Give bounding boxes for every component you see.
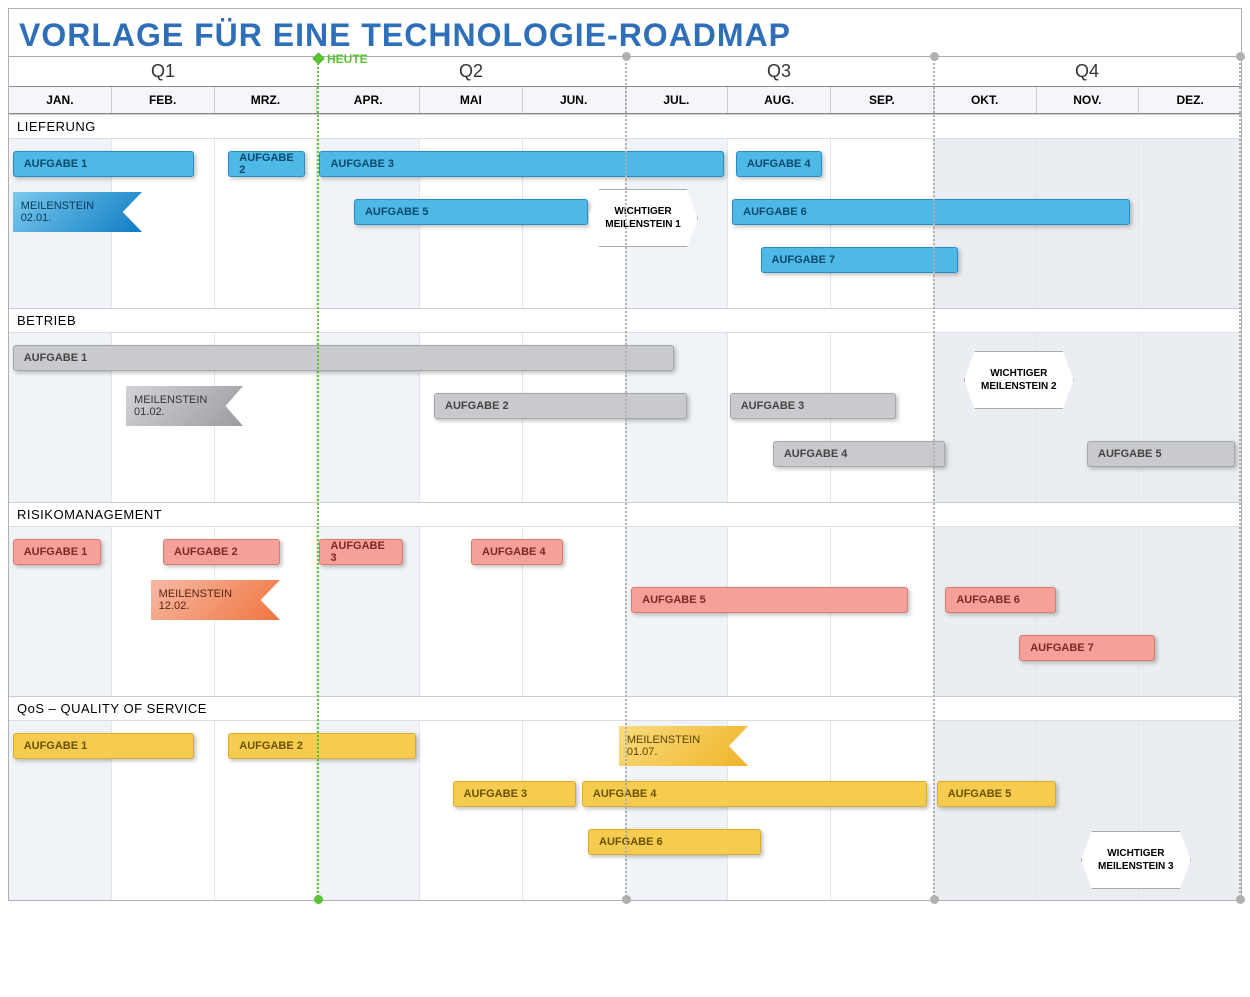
month-label: NOV. [1037,87,1140,113]
milestone-label: MEILENSTEIN [21,200,122,212]
month-label: MRZ. [215,87,318,113]
milestone-date: 01.07. [627,746,728,758]
task-bar[interactable]: AUFGABE 3 [453,781,576,807]
task-bar[interactable]: AUFGABE 4 [471,539,563,565]
task-bar[interactable]: AUFGABE 2 [228,151,304,177]
milestone-label: MEILENSTEIN [134,394,223,406]
milestone-label: MEILENSTEIN [627,734,728,746]
lane-body: AUFGABE 1 AUFGABE 2 AUFGABE 3AUFGABE 4 AUFG… [9,720,1241,900]
roadmap-container: VORLAGE FÜR EINE TECHNOLOGIE-ROADMAP Q1Q… [8,8,1242,901]
month-label: DEZ. [1139,87,1241,113]
task-bar[interactable]: AUFGABE 1 [13,539,102,565]
swimlanes: LIEFERUNGAUFGABE 1AUFGABE 2AUFGABE 3AUFG… [9,114,1241,900]
milestone-date: 02.01. [21,212,122,224]
month-label: AUG. [728,87,831,113]
lane-body: AUFGABE 1 AUFGABE 2 AUFGABE 3 AUFGABE 4 AUFG… [9,332,1241,502]
month-label: JUN. [523,87,626,113]
quarter-label: Q4 [933,57,1241,86]
lane-header: RISIKOMANAGEMENT [9,502,1241,526]
task-bar[interactable]: AUFGABE 1 [13,733,194,759]
task-bar[interactable]: AUFGABE 5 [631,587,908,613]
task-bar[interactable]: AUFGABE 1 [13,345,675,371]
month-label: SEP. [831,87,934,113]
task-bar[interactable]: AUFGABE 3 [319,539,403,565]
task-bar[interactable]: AUFGABE 5 [937,781,1057,807]
timeline-area: Q1Q2Q3Q4 JAN.FEB.MRZ.APR.MAIJUN.JUL.AUG.… [9,56,1241,900]
month-row: JAN.FEB.MRZ.APR.MAIJUN.JUL.AUG.SEP.OKT.N… [9,86,1241,114]
task-bar[interactable]: AUFGABE 5 [1087,441,1235,467]
lane-body: AUFGABE 1 AUFGABE 2 AUFGABE 3 AUFGABE 4 AUFG… [9,138,1241,308]
month-label: FEB. [112,87,215,113]
task-bar[interactable]: AUFGABE 2 [163,539,280,565]
lane-body: AUFGABE 1 AUFGABE 2 AUFGABE 3 AUFGABE 4 AUFG… [9,526,1241,696]
major-milestone[interactable]: WICHTIGER MEILENSTEIN 1 [588,189,698,247]
lane-header: QoS – QUALITY OF SERVICE [9,696,1241,720]
month-label: APR. [317,87,420,113]
task-bar[interactable]: AUFGABE 2 [228,733,415,759]
quarter-label: Q2 [317,57,625,86]
page-title: VORLAGE FÜR EINE TECHNOLOGIE-ROADMAP [9,9,1241,56]
task-bar[interactable]: AUFGABE 6 [945,587,1056,613]
task-bar[interactable]: AUFGABE 4 [773,441,945,467]
task-bar[interactable]: AUFGABE 3 [319,151,723,177]
task-bar[interactable]: AUFGABE 5 [354,199,588,225]
task-bar[interactable]: AUFGABE 2 [434,393,687,419]
milestone-flag[interactable]: MEILENSTEIN01.07. [619,726,748,766]
task-bar[interactable]: AUFGABE 1 [13,151,194,177]
task-bar[interactable]: AUFGABE 7 [1019,635,1155,661]
task-bar[interactable]: AUFGABE 6 [732,199,1130,225]
milestone-flag[interactable]: MEILENSTEIN02.01. [13,192,142,232]
milestone-label: MEILENSTEIN [159,588,260,600]
task-bar[interactable]: AUFGABE 4 [582,781,927,807]
milestone-flag[interactable]: MEILENSTEIN12.02. [151,580,280,620]
month-label: JAN. [9,87,112,113]
lane-header: BETRIEB [9,308,1241,332]
task-bar[interactable]: AUFGABE 4 [736,151,822,177]
task-bar[interactable]: AUFGABE 7 [761,247,958,273]
major-milestone[interactable]: WICHTIGER MEILENSTEIN 3 [1081,831,1191,889]
month-label: JUL. [626,87,729,113]
quarter-label: Q3 [625,57,933,86]
task-bar[interactable]: AUFGABE 6 [588,829,760,855]
major-milestone[interactable]: WICHTIGER MEILENSTEIN 2 [964,351,1074,409]
milestone-date: 12.02. [159,600,260,612]
lane-header: LIEFERUNG [9,114,1241,138]
quarter-label: Q1 [9,57,317,86]
month-label: MAI [420,87,523,113]
month-label: OKT. [934,87,1037,113]
task-bar[interactable]: AUFGABE 3 [730,393,896,419]
milestone-flag[interactable]: MEILENSTEIN01.02. [126,386,243,426]
milestone-date: 01.02. [134,406,223,418]
quarter-row: Q1Q2Q3Q4 [9,56,1241,86]
